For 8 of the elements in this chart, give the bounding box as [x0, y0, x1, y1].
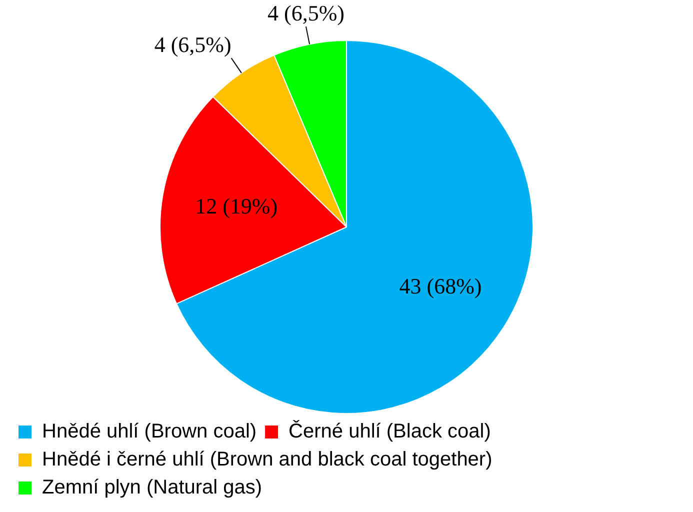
legend-label: Černé uhlí (Black coal): [288, 420, 491, 443]
data-label: 4 (6,5%): [154, 32, 232, 57]
legend-label: Hnědé i černé uhlí (Brown and black coal together): [42, 448, 492, 471]
legend-label: Zemní plyn (Natural gas): [42, 476, 262, 499]
data-label: 43 (68%): [399, 273, 482, 298]
data-label: 12 (19%): [195, 193, 278, 218]
data-label: 4 (6,5%): [267, 0, 344, 26]
legend-label: Hnědé uhlí (Brown coal): [42, 420, 257, 443]
